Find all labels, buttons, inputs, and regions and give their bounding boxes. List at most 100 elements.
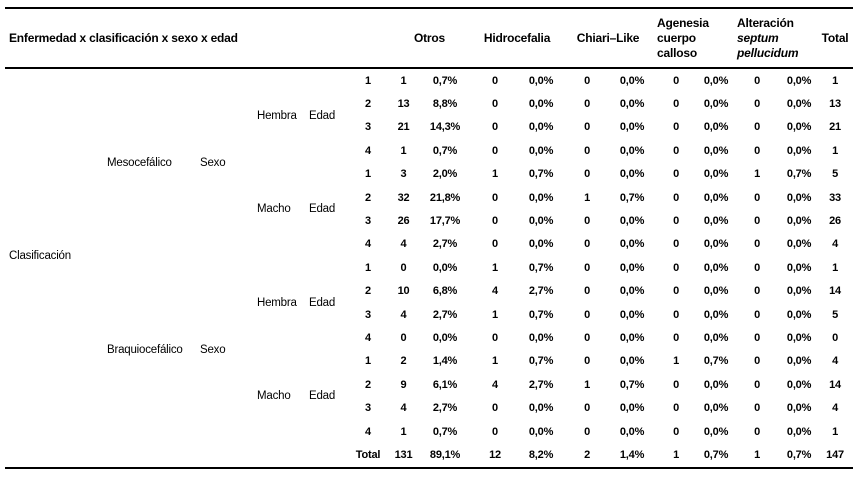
data-cell: 0,0% xyxy=(619,74,645,87)
age-value: 2 xyxy=(365,378,371,391)
data-cell: 0,0% xyxy=(432,331,458,344)
data-cell: 0 xyxy=(492,144,498,157)
age-value: 3 xyxy=(365,308,371,321)
total-data-cell: 1 xyxy=(653,443,700,469)
header-hidrocefalia: Hidrocefalia xyxy=(471,7,564,69)
data-cell: 0 xyxy=(400,261,407,274)
data-cell: 0,0% xyxy=(619,98,645,111)
data-cell: 0 xyxy=(754,191,760,204)
data-cell: 0 xyxy=(673,331,679,344)
data-cell: 0,0% xyxy=(703,378,729,391)
data-cell: 1 xyxy=(832,144,838,157)
data-cell: 0,7% xyxy=(432,74,458,87)
data-cell: 2,0% xyxy=(432,168,458,181)
stub-edad-label: Edad xyxy=(309,109,336,122)
data-cell: 0,7% xyxy=(619,191,645,204)
age-value: 4 xyxy=(365,331,371,344)
table-row: 4 1 0,7% 0 0,0% 0 0,0% 0 0,0% 0 0,0% 1 xyxy=(5,139,853,162)
data-cell: 0,0% xyxy=(703,121,729,134)
data-cell: 0 xyxy=(584,215,590,228)
age-value: 3 xyxy=(365,402,371,415)
table-row: 2 9 6,1% 4 2,7% 1 0,7% 0 0,0% 0 0,0% 14 xyxy=(5,373,853,396)
data-cell: 14 xyxy=(829,285,841,298)
age-value: 1 xyxy=(365,74,371,87)
data-cell: 4 xyxy=(400,402,407,415)
data-cell: 0 xyxy=(673,74,679,87)
data-cell: 0,0% xyxy=(619,261,645,274)
header-alteracion-septum-pellucidum: Alteración septum pellucidum xyxy=(733,7,818,69)
data-cell: 0,0% xyxy=(786,285,812,298)
data-cell: 4 xyxy=(832,402,838,415)
data-cell: 0 xyxy=(754,378,760,391)
data-cell: 0 xyxy=(673,121,679,134)
table-container: Enfermedad x clasificación x sexo x edad… xyxy=(5,7,854,469)
data-cell: 0,0% xyxy=(703,98,729,111)
age-value: 3 xyxy=(365,121,371,134)
data-cell: 6,8% xyxy=(432,285,458,298)
data-cell: 0 xyxy=(754,261,760,274)
data-cell: 0,0% xyxy=(786,74,812,87)
data-cell: 0,0% xyxy=(703,168,729,181)
data-cell: 6,1% xyxy=(432,378,458,391)
data-cell: 0,0% xyxy=(703,331,729,344)
data-cell: 0,0% xyxy=(786,355,812,368)
data-cell: 1 xyxy=(492,308,498,321)
data-cell: 0 xyxy=(754,331,760,344)
data-cell: 26 xyxy=(829,215,841,228)
age-value: 4 xyxy=(365,144,371,157)
data-cell: 0 xyxy=(754,215,760,228)
data-cell: 0 xyxy=(492,425,498,438)
data-cell: 33 xyxy=(829,191,841,204)
data-cell: 0 xyxy=(673,238,679,251)
age-value: 1 xyxy=(365,168,371,181)
data-cell: 1 xyxy=(400,144,407,157)
data-cell: 0 xyxy=(584,238,590,251)
data-cell: 0 xyxy=(584,402,590,415)
data-cell: 0,0% xyxy=(786,121,812,134)
data-cell: 0,0% xyxy=(786,331,812,344)
total-data-cell: 0,7% xyxy=(699,443,734,469)
header-chiari-like: Chiari–Like xyxy=(563,7,654,69)
data-cell: 0,0% xyxy=(786,378,812,391)
data-cell: 0,0% xyxy=(703,144,729,157)
data-cell: 0,0% xyxy=(528,331,554,344)
data-cell: 0 xyxy=(754,144,760,157)
data-cell: 0 xyxy=(584,331,590,344)
stub-sex-value: Macho xyxy=(257,203,291,216)
data-cell: 0,0% xyxy=(619,238,645,251)
age-value: 1 xyxy=(365,355,371,368)
data-cell: 0,0% xyxy=(703,261,729,274)
data-cell: 2,7% xyxy=(432,308,458,321)
data-cell: 32 xyxy=(397,191,410,204)
total-row-label: Total xyxy=(348,443,388,469)
header-stub: Enfermedad x clasificación x sexo x edad xyxy=(5,7,388,69)
data-cell: 10 xyxy=(397,285,410,298)
data-cell: 1 xyxy=(832,425,838,438)
data-cell: 0 xyxy=(754,98,760,111)
data-cell: 0,0% xyxy=(528,191,554,204)
data-cell: 1 xyxy=(584,378,590,391)
data-cell: 0 xyxy=(673,191,679,204)
data-cell: 0,0% xyxy=(619,215,645,228)
data-cell: 0,0% xyxy=(619,308,645,321)
data-cell: 0 xyxy=(492,74,498,87)
data-cell: 1 xyxy=(400,425,407,438)
data-cell: 2,7% xyxy=(432,238,458,251)
data-cell: 0 xyxy=(492,121,498,134)
data-cell: 0 xyxy=(673,285,679,298)
table-row: 3 4 2,7% 0 0,0% 0 0,0% 0 0,0% 0 0,0% 4 xyxy=(5,396,853,419)
data-cell: 4 xyxy=(832,238,838,251)
data-cell: 0,0% xyxy=(786,98,812,111)
stub-classification-value: Braquiocefálico xyxy=(107,343,183,356)
data-cell: 0,0% xyxy=(528,144,554,157)
data-cell: 0,0% xyxy=(528,215,554,228)
age-value: 2 xyxy=(365,285,371,298)
table-row: 2 13 8,8% 0 0,0% 0 0,0% 0 0,0% 0 0,0% 13 xyxy=(5,92,853,115)
data-cell: 21 xyxy=(397,121,410,134)
data-cell: 0,7% xyxy=(528,168,554,181)
data-cell: 0,0% xyxy=(703,402,729,415)
age-value: 1 xyxy=(365,261,371,274)
data-cell: 0 xyxy=(492,331,498,344)
data-cell: 1 xyxy=(492,355,498,368)
stub-sex-value: Macho xyxy=(257,390,291,403)
